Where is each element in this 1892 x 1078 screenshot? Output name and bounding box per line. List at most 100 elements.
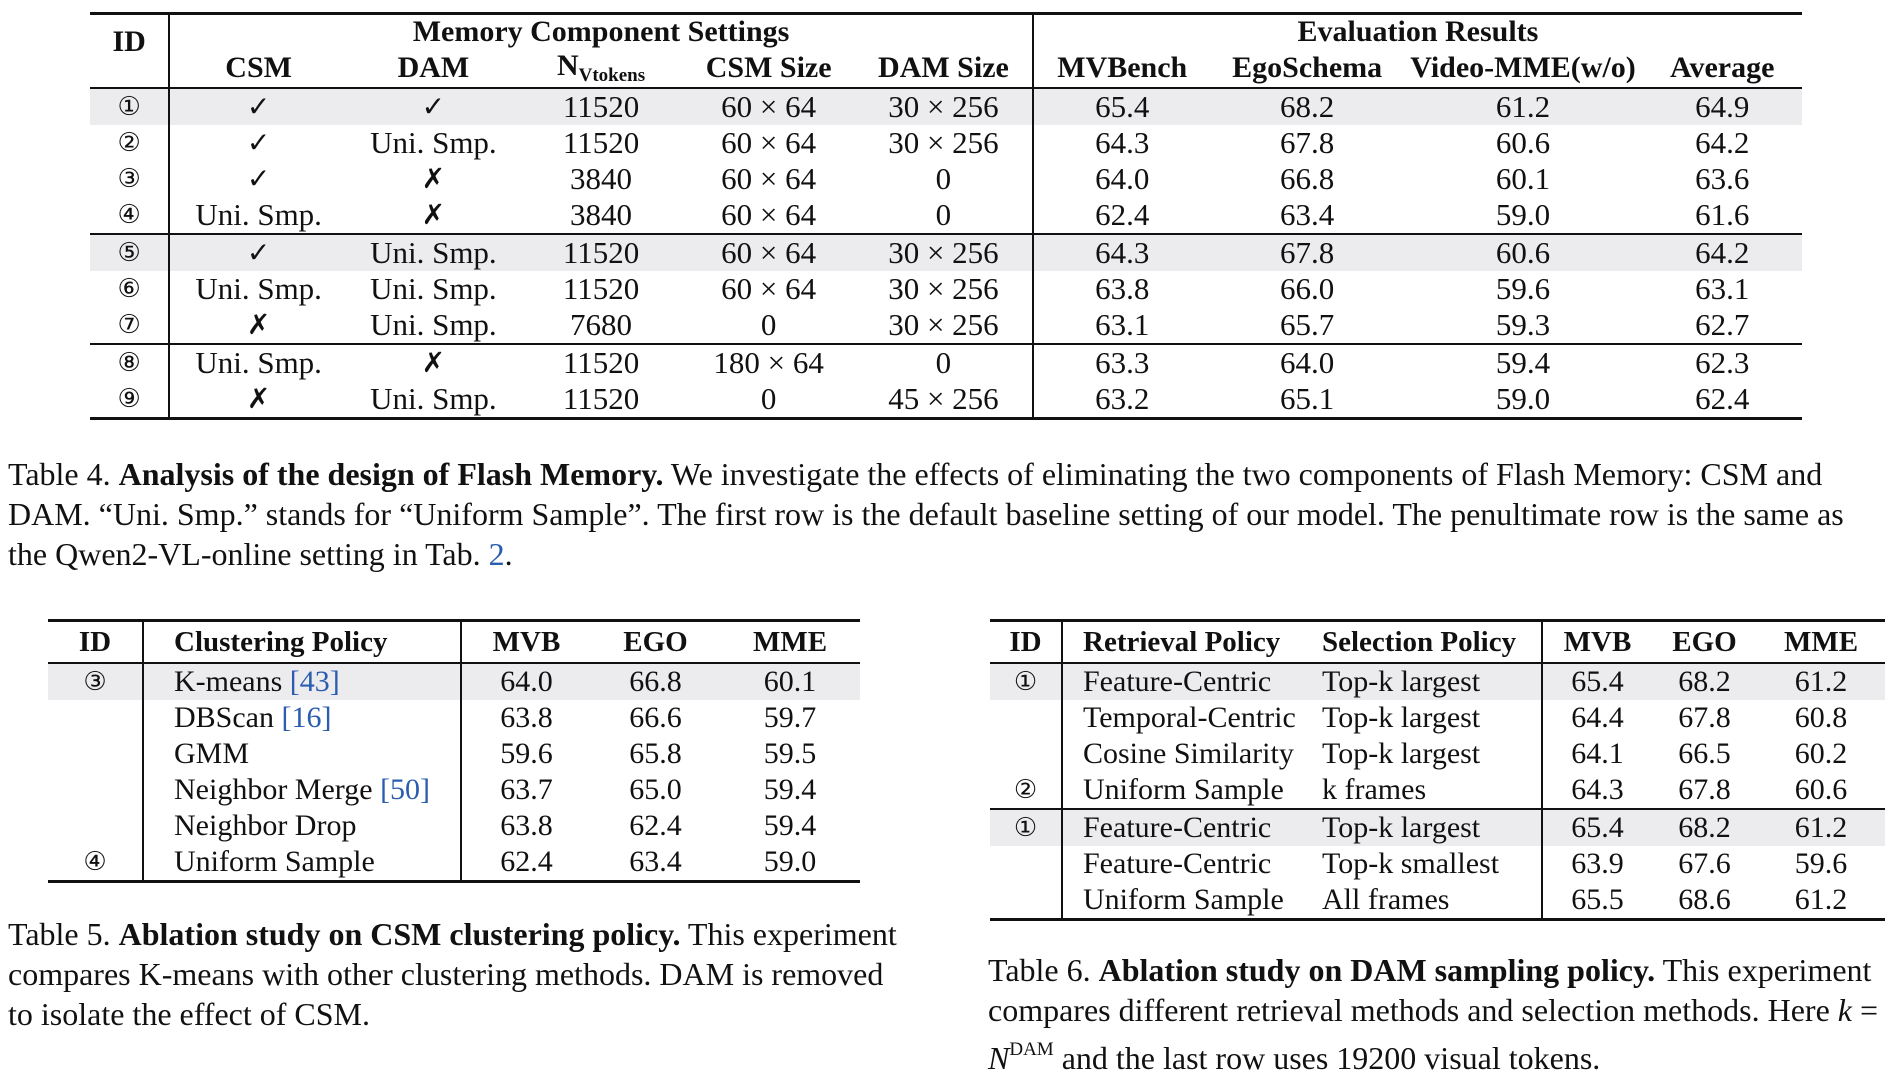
cell-csm: ✗ bbox=[246, 308, 271, 341]
table-ref-link[interactable]: 2 bbox=[488, 536, 505, 572]
cell-dam: ✗ bbox=[347, 343, 520, 381]
cell-videomme: 60.6 bbox=[1403, 233, 1643, 271]
cell-csm: ✗ bbox=[246, 382, 271, 415]
cell-mvb: 64.3 bbox=[1571, 773, 1624, 806]
cell-dam: ✗ bbox=[421, 162, 446, 195]
cell-csm-size: 60 × 64 bbox=[721, 125, 817, 160]
cell-ntokens: 11520 bbox=[562, 381, 640, 416]
cell-csm-size: 60 × 64 bbox=[721, 197, 817, 232]
table-6: ID Retrieval Policy Selection Policy MVB… bbox=[990, 619, 1885, 921]
cell-egoschema: 66.8 bbox=[1280, 161, 1335, 196]
cell-csm: ✓ bbox=[169, 88, 348, 125]
cell-csm: ✓ bbox=[246, 162, 271, 195]
cell-dam-size: 45 × 256 bbox=[855, 381, 1034, 419]
cell-mvb: 64.1 bbox=[1571, 737, 1624, 770]
cell-mvb: 63.8 bbox=[500, 809, 553, 842]
caption-text: We investigate the effects of eliminatin… bbox=[8, 456, 1844, 572]
cell-csm: Uni. Smp. bbox=[195, 197, 322, 232]
table-row: ⑤ ✓ Uni. Smp. 11520 60 × 64 30 × 256 64.3 67.8 6… bbox=[90, 233, 1802, 271]
citation-link[interactable]: [50] bbox=[380, 773, 431, 806]
cell-mvb: 64.4 bbox=[1571, 701, 1624, 734]
row-id: ② bbox=[990, 772, 1063, 809]
policy-name: GMM bbox=[174, 737, 250, 770]
t5-col-mvb-header: MVB bbox=[461, 620, 591, 664]
row-id: ② bbox=[90, 125, 171, 161]
cell-mvbench: 63.1 bbox=[1095, 307, 1150, 342]
cell-videomme: 59.0 bbox=[1495, 197, 1551, 232]
caption-title: Ablation study on DAM sampling policy. bbox=[1098, 952, 1656, 988]
citation-link[interactable]: [16] bbox=[281, 701, 332, 734]
cell-videomme: 59.3 bbox=[1495, 307, 1551, 342]
row-id: ⑨ bbox=[90, 381, 171, 419]
table-6-caption: Table 6. Ablation study on DAM sampling … bbox=[988, 950, 1888, 1078]
cell-mvbench: 64.3 bbox=[1095, 125, 1150, 160]
cell-mvbench: 62.4 bbox=[1095, 197, 1150, 232]
cell-dam-size: 30 × 256 bbox=[855, 125, 1034, 161]
cell-mme: 61.2 bbox=[1757, 663, 1885, 700]
math-dam-superscript: DAM bbox=[1009, 1039, 1054, 1060]
cell-ntokens: 11520 bbox=[519, 233, 683, 271]
cell-csm-size: 60 × 64 bbox=[721, 161, 817, 196]
cell-average: 64.9 bbox=[1642, 88, 1802, 125]
cell-dam-size: 30 × 256 bbox=[855, 88, 1034, 125]
table-row: ② Uniform Sample k frames 64.3 67.8 60.6 bbox=[990, 772, 1885, 809]
cell-average: 63.1 bbox=[1695, 271, 1750, 306]
citation-link[interactable]: [43] bbox=[289, 665, 340, 698]
caption-label: Table 4. bbox=[8, 456, 111, 492]
col-csm-size-header: CSM Size bbox=[682, 49, 856, 89]
table-row: ⑦ ✗ Uni. Smp. 7680 0 30 × 256 63.1 65.7 59.3 62.7 bbox=[90, 307, 1802, 344]
cell-average: 62.7 bbox=[1695, 307, 1750, 342]
t6-col-id-header: ID bbox=[990, 620, 1063, 664]
row-id bbox=[48, 700, 144, 736]
row-id bbox=[990, 882, 1063, 920]
t6-col-selection-header: Selection Policy bbox=[1312, 620, 1543, 664]
cell-clustering-policy: Uniform Sample bbox=[143, 844, 462, 882]
cell-mvb: 63.7 bbox=[500, 773, 553, 806]
cell-average: 63.6 bbox=[1695, 161, 1750, 196]
cell-mvbench: 63.2 bbox=[1095, 381, 1150, 416]
cell-dam-size: 0 bbox=[855, 161, 1034, 197]
row-id bbox=[990, 700, 1063, 736]
cell-ntokens: 11520 bbox=[519, 88, 683, 125]
row-id bbox=[990, 846, 1063, 882]
cell-average: 61.6 bbox=[1695, 197, 1750, 232]
cell-egoschema: 64.0 bbox=[1210, 343, 1404, 381]
cell-egoschema: 67.8 bbox=[1280, 125, 1335, 160]
table-row: ② ✓ Uni. Smp. 11520 60 × 64 30 × 256 64.3 67.8 6… bbox=[90, 125, 1802, 161]
cell-mvb: 65.4 bbox=[1542, 663, 1652, 700]
cell-average: 62.3 bbox=[1642, 343, 1802, 381]
col-dam-header: DAM bbox=[347, 49, 520, 89]
row-id: ④ bbox=[90, 197, 171, 234]
caption-text: This experiment compares K-means with ot… bbox=[8, 916, 897, 1032]
memory-settings-header: Memory Component Settings bbox=[169, 13, 1034, 49]
cell-ntokens: 11520 bbox=[562, 125, 640, 160]
cell-egoschema: 66.0 bbox=[1280, 271, 1335, 306]
cell-ego: 62.4 bbox=[629, 809, 682, 842]
cell-dam: Uni. Smp. bbox=[347, 233, 520, 271]
table-4: ID Memory Component Settings Evaluation … bbox=[90, 12, 1802, 420]
cell-csm: Uni. Smp. bbox=[195, 271, 322, 306]
cell-retrieval-policy: Feature-Centric bbox=[1083, 847, 1272, 880]
cell-retrieval-policy: Uniform Sample bbox=[1083, 773, 1284, 806]
cell-retrieval-policy: Uniform Sample bbox=[1083, 883, 1284, 916]
cell-ntokens: 3840 bbox=[570, 161, 633, 196]
cell-mvb: 62.4 bbox=[500, 845, 553, 878]
cell-mvb: 59.6 bbox=[500, 737, 553, 770]
cell-clustering-policy: DBScan [16] bbox=[143, 700, 462, 736]
cell-selection-policy: Top-k largest bbox=[1312, 808, 1543, 846]
cell-ego: 65.0 bbox=[629, 773, 682, 806]
cell-csm-size: 60 × 64 bbox=[721, 271, 817, 306]
t6-col-mvb-header: MVB bbox=[1542, 620, 1652, 664]
table-row: ④ Uni. Smp. ✗ 3840 60 × 64 0 62.4 63.4 59.0 61.6 bbox=[90, 197, 1802, 234]
col-average-header: Average bbox=[1642, 49, 1802, 89]
table-row: ④ Uniform Sample 62.4 63.4 59.0 bbox=[48, 844, 860, 882]
table-row: Feature-Centric Top-k smallest 63.9 67.6 59.… bbox=[990, 846, 1885, 882]
cell-mme: 61.2 bbox=[1757, 808, 1885, 846]
table-4-caption: Table 4. Analysis of the design of Flash… bbox=[8, 454, 1888, 574]
policy-name: DBScan bbox=[174, 701, 282, 734]
cell-selection-policy: All frames bbox=[1312, 882, 1543, 920]
cell-ego: 67.8 bbox=[1678, 773, 1731, 806]
table-row: Uniform Sample All frames 65.5 68.6 61.2 bbox=[990, 882, 1885, 920]
cell-csm-size: 0 bbox=[760, 307, 777, 342]
cell-csm: Uni. Smp. bbox=[169, 343, 348, 381]
